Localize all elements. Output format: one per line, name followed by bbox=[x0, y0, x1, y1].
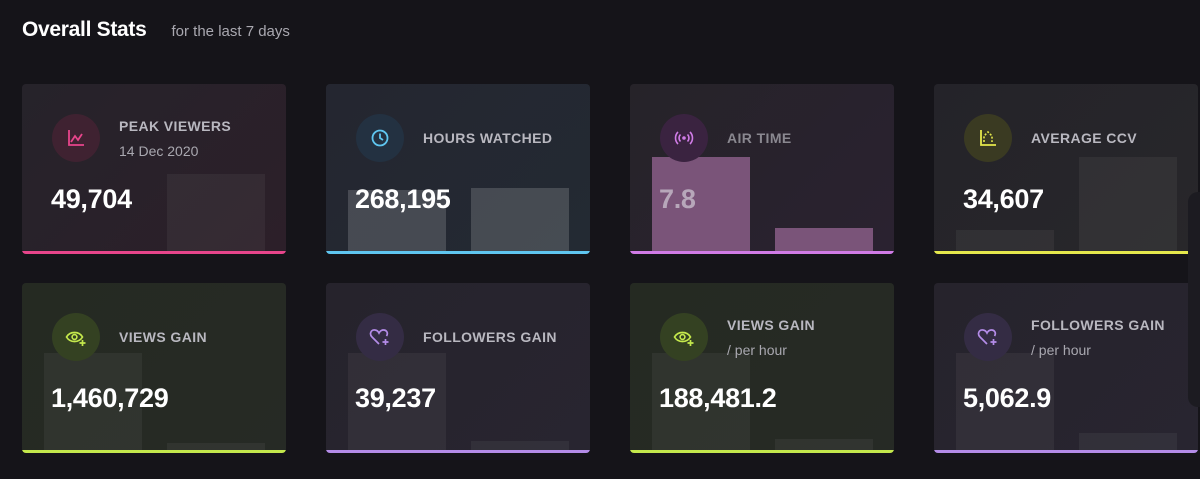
eye-plus-icon bbox=[660, 313, 708, 361]
stat-card-peak-viewers[interactable]: PEAK VIEWERS 14 Dec 2020 49,704 bbox=[22, 84, 286, 254]
background-bar bbox=[1079, 433, 1177, 453]
stat-label: AVERAGE CCV bbox=[1031, 130, 1138, 146]
background-bar bbox=[167, 443, 265, 453]
chart-dotted-icon bbox=[964, 114, 1012, 162]
stat-label: HOURS WATCHED bbox=[423, 130, 553, 146]
background-bar bbox=[471, 188, 569, 254]
stat-card-views-gain-per-hour[interactable]: VIEWS GAIN / per hour 188,481.2 bbox=[630, 283, 894, 453]
stat-label: VIEWS GAIN bbox=[119, 329, 208, 345]
accent-line bbox=[934, 450, 1198, 453]
page-subtitle: for the last 7 days bbox=[171, 23, 290, 40]
stat-card-average-ccv[interactable]: AVERAGE CCV 34,607 bbox=[934, 84, 1198, 254]
background-bar bbox=[1079, 157, 1177, 254]
heart-plus-icon bbox=[356, 313, 404, 361]
background-bar bbox=[652, 157, 750, 254]
stat-value: 268,195 bbox=[355, 184, 451, 214]
stat-sublabel: / per hour bbox=[727, 342, 787, 358]
accent-line bbox=[630, 450, 894, 453]
background-bar bbox=[956, 353, 1054, 453]
stat-label: VIEWS GAIN bbox=[727, 317, 816, 333]
stat-sublabel: / per hour bbox=[1031, 342, 1091, 358]
background-bar bbox=[348, 353, 446, 453]
background-bar bbox=[167, 174, 265, 254]
stat-label: FOLLOWERS GAIN bbox=[423, 329, 557, 345]
side-panel-handle[interactable] bbox=[1188, 192, 1200, 407]
stat-value: 49,704 bbox=[51, 184, 132, 214]
stat-value: 188,481.2 bbox=[659, 383, 777, 413]
stat-card-views-gain[interactable]: VIEWS GAIN 1,460,729 bbox=[22, 283, 286, 453]
stat-value: 39,237 bbox=[355, 383, 436, 413]
stat-value: 5,062.9 bbox=[963, 383, 1051, 413]
stats-header: Overall Stats for the last 7 days bbox=[22, 18, 290, 42]
heart-plus-icon bbox=[964, 313, 1012, 361]
background-bar bbox=[652, 353, 750, 453]
stat-date: 14 Dec 2020 bbox=[119, 143, 199, 159]
stat-label: PEAK VIEWERS bbox=[119, 118, 232, 134]
accent-line bbox=[326, 251, 590, 254]
accent-line bbox=[326, 450, 590, 453]
broadcast-icon bbox=[660, 114, 708, 162]
stat-label: FOLLOWERS GAIN bbox=[1031, 317, 1165, 333]
accent-line bbox=[22, 450, 286, 453]
stat-value: 7.8 bbox=[659, 184, 696, 214]
accent-line bbox=[934, 251, 1198, 254]
stat-value: 1,460,729 bbox=[51, 383, 169, 413]
accent-line bbox=[630, 251, 894, 254]
stat-label: AIR TIME bbox=[727, 130, 792, 146]
stat-card-followers-gain-per-hour[interactable]: FOLLOWERS GAIN / per hour 5,062.9 bbox=[934, 283, 1198, 453]
page-title: Overall Stats bbox=[22, 18, 147, 41]
background-bar bbox=[44, 353, 142, 453]
background-bar bbox=[775, 228, 873, 254]
background-bar bbox=[348, 190, 446, 254]
stat-card-air-time[interactable]: AIR TIME 7.8 bbox=[630, 84, 894, 254]
accent-line bbox=[22, 251, 286, 254]
stat-card-followers-gain[interactable]: FOLLOWERS GAIN 39,237 bbox=[326, 283, 590, 453]
background-bar bbox=[956, 230, 1054, 254]
chart-line-icon bbox=[52, 114, 100, 162]
clock-icon bbox=[356, 114, 404, 162]
stat-value: 34,607 bbox=[963, 184, 1044, 214]
stat-card-hours-watched[interactable]: HOURS WATCHED 268,195 bbox=[326, 84, 590, 254]
background-bar bbox=[775, 439, 873, 453]
eye-plus-icon bbox=[52, 313, 100, 361]
